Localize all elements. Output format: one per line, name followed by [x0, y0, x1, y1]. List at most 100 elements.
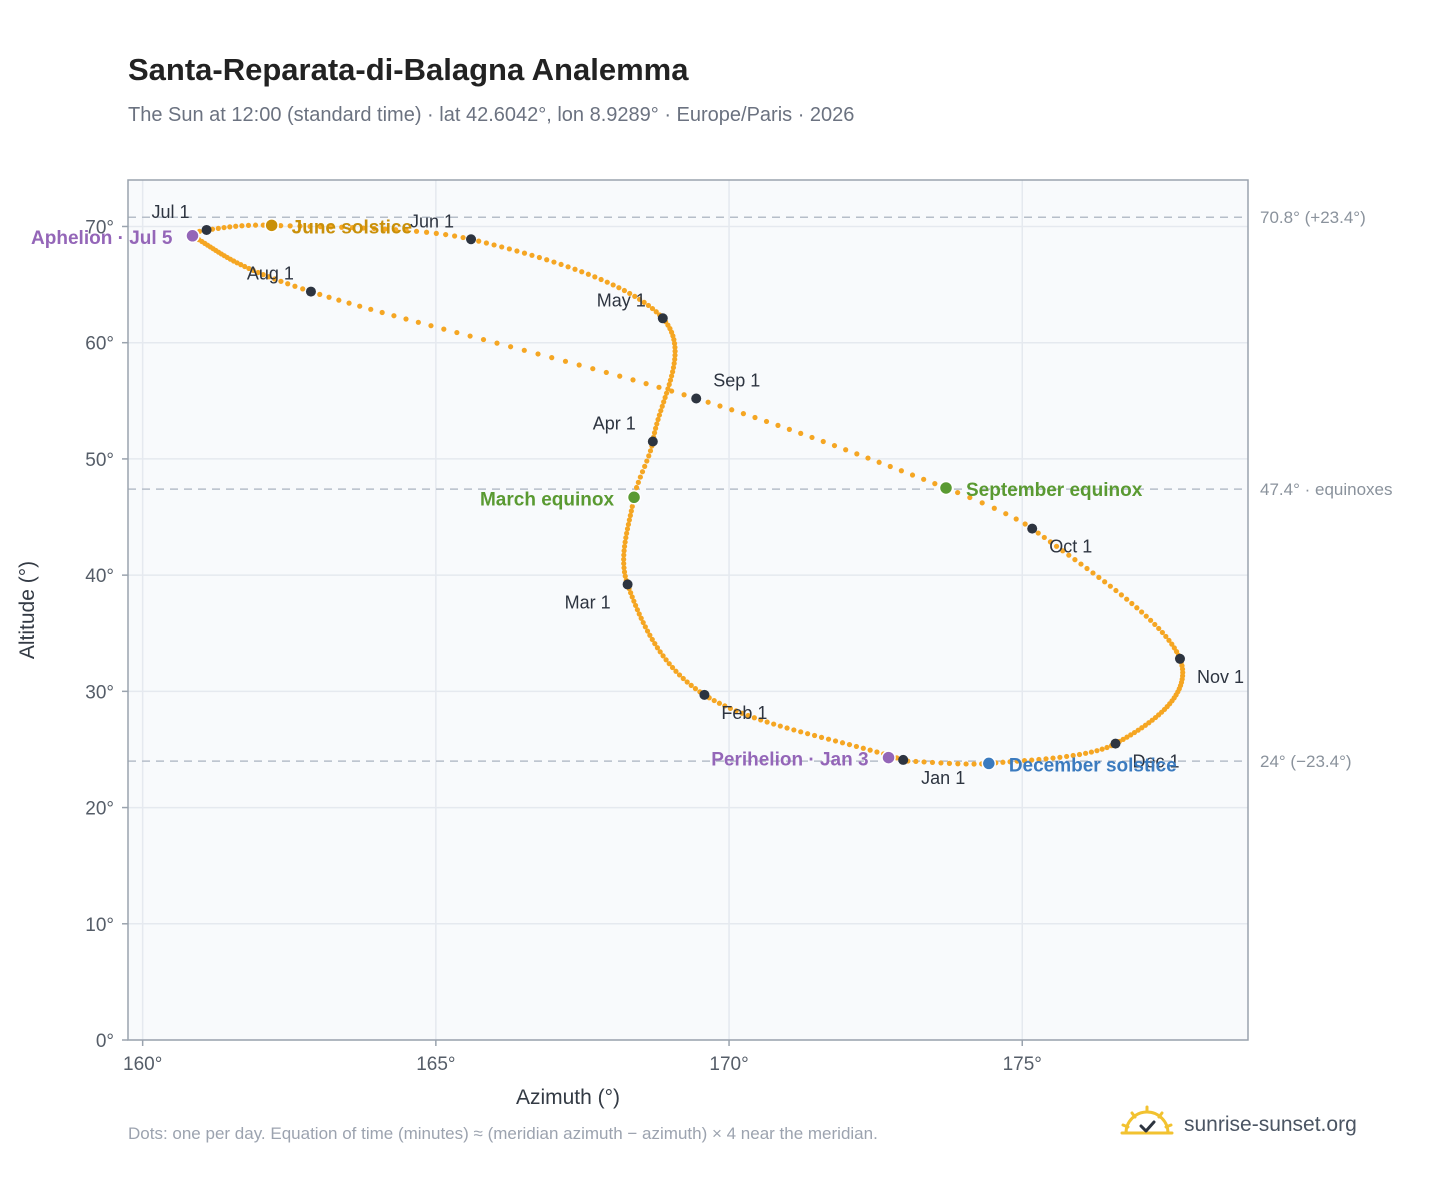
analemma-dot [285, 281, 291, 287]
analemma-dot [622, 573, 628, 579]
analemma-dot [938, 760, 944, 766]
analemma-dot [632, 602, 639, 609]
analemma-dot [1043, 756, 1049, 762]
y-tick-label: 10° [85, 915, 114, 936]
analemma-dot [1135, 727, 1141, 733]
analemma-dot [733, 708, 739, 714]
analemma-dot [839, 740, 846, 746]
analemma-dot [865, 455, 871, 461]
analemma-dot [645, 302, 652, 309]
analemma-dot [621, 560, 627, 567]
month-marker [691, 393, 702, 404]
brand-logo[interactable]: sunrise-sunset.org [1120, 1103, 1357, 1147]
event-marker [626, 490, 642, 505]
analemma-dot [260, 272, 266, 278]
brand-name[interactable]: sunrise-sunset.org [1184, 1113, 1357, 1136]
analemma-dot [423, 229, 430, 235]
analemma-dot [876, 459, 882, 465]
analemma-dot [579, 269, 585, 275]
analemma-dot [656, 412, 663, 418]
analemma-dot [654, 645, 661, 651]
analemma-dot [666, 381, 672, 388]
analemma-dot [670, 364, 677, 371]
analemma-dot [506, 246, 512, 252]
analemma-dot [1078, 561, 1084, 567]
analemma-dot [763, 418, 770, 425]
analemma-dot [635, 479, 641, 485]
analemma-dot [921, 759, 927, 765]
analemma-dot [632, 293, 638, 299]
analemma-dot [929, 759, 936, 766]
analemma-dot [1021, 758, 1028, 764]
analemma-dot [751, 715, 757, 721]
analemma-dot [326, 294, 332, 300]
analemma-dot [535, 351, 541, 357]
analemma-dot [784, 725, 790, 731]
analemma-dot [653, 425, 659, 431]
analemma-dot [636, 611, 642, 617]
analemma-dot [621, 565, 627, 571]
analemma-dot [1120, 736, 1126, 742]
month-marker [657, 313, 668, 324]
analemma-dot [278, 278, 284, 284]
analemma-dot [672, 352, 678, 358]
analemma-dot [1064, 753, 1070, 760]
analemma-dot [661, 399, 667, 405]
analemma-dot [1013, 516, 1019, 522]
analemma-dot [752, 414, 758, 421]
analemma-dot [932, 481, 938, 487]
analemma-dot [805, 731, 811, 737]
analemma-dot [642, 463, 648, 469]
analemma-dot [672, 356, 678, 362]
analemma-dot [1000, 759, 1006, 765]
analemma-dot [415, 319, 421, 325]
analemma-dot [252, 222, 259, 228]
analemma-dot [1131, 729, 1138, 736]
plot-background [128, 180, 1248, 1040]
analemma-dot [711, 697, 717, 704]
analemma-dot [368, 306, 374, 312]
y-axis-label: Altitude (°) [16, 561, 39, 659]
analemma-dot [771, 721, 777, 727]
analemma-dot [1124, 734, 1130, 740]
analemma-dot [809, 434, 815, 441]
reference-line-label: 70.8° (+23.4°) [1260, 208, 1366, 227]
month-label: Jan 1 [921, 768, 965, 788]
analemma-dot [631, 598, 637, 604]
month-marker [1027, 523, 1038, 534]
analemma-dot [297, 223, 303, 229]
analemma-dot [499, 244, 505, 250]
month-marker [1174, 653, 1185, 664]
analemma-dot [764, 719, 770, 725]
analemma-dot [300, 286, 306, 292]
month-label: Feb 1 [721, 703, 767, 723]
analemma-dot [1152, 621, 1158, 628]
analemma-dot [221, 224, 227, 231]
analemma-dot [946, 760, 953, 766]
analemma-dot [921, 476, 927, 482]
analemma-dot [1022, 521, 1028, 527]
analemma-dot [529, 252, 535, 258]
analemma-dot [1148, 617, 1154, 623]
reference-line-label: 47.4° · equinoxes [1260, 480, 1393, 499]
month-label: Oct 1 [1049, 537, 1092, 557]
analemma-dot [628, 590, 634, 596]
analemma-dot [717, 403, 723, 409]
analemma-dot [1107, 583, 1113, 589]
analemma-dot [339, 224, 345, 230]
analemma-dot [680, 675, 686, 682]
analemma-dot [1050, 755, 1056, 761]
analemma-dot [521, 347, 527, 353]
analemma-dot [604, 279, 610, 285]
analemma-dot [1134, 605, 1140, 611]
analemma-dot [1041, 534, 1047, 541]
analemma-dot [544, 257, 550, 263]
analemma-dot [640, 619, 646, 626]
y-tick-label: 30° [85, 682, 114, 703]
analemma-dot [266, 274, 272, 280]
analemma-dot [454, 329, 460, 336]
analemma-dot [403, 316, 409, 322]
month-label: May 1 [597, 290, 646, 310]
analemma-dot [667, 377, 674, 383]
analemma-dot [317, 291, 323, 297]
